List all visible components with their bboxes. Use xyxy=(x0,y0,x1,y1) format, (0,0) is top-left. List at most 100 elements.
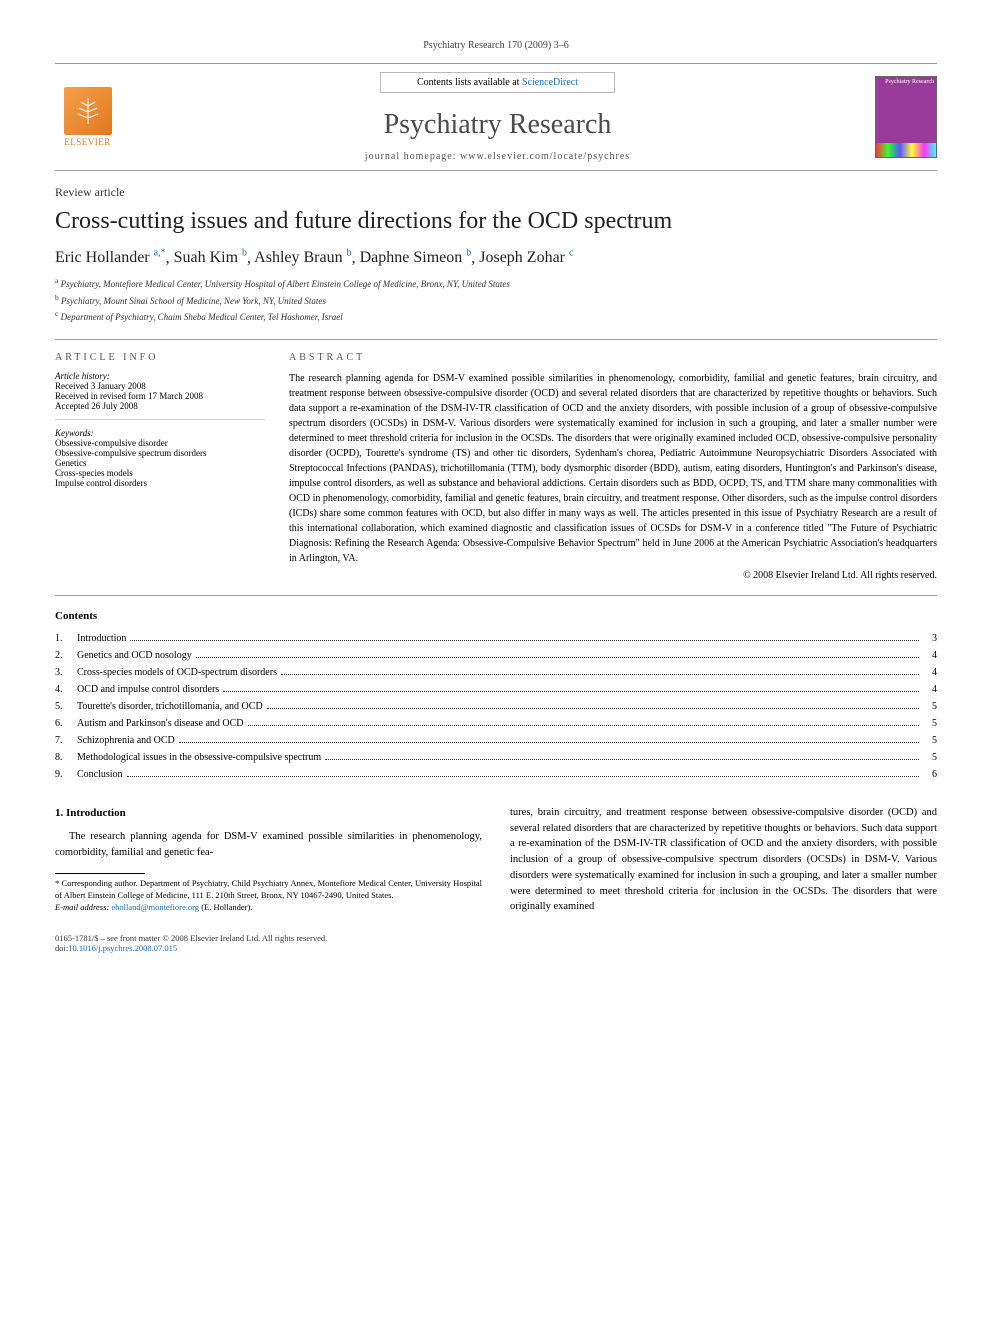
history-accepted: Accepted 26 July 2008 xyxy=(55,401,265,411)
intro-paragraph-left: The research planning agenda for DSM-V e… xyxy=(55,829,482,861)
author-list: Eric Hollander a,*, Suah Kim b, Ashley B… xyxy=(55,248,937,267)
toc-dots xyxy=(248,725,919,726)
left-column: 1. Introduction The research planning ag… xyxy=(55,805,482,915)
doi-link[interactable]: 10.1016/j.psychres.2008.07.015 xyxy=(68,943,177,953)
right-column: tures, brain circuitry, and treatment re… xyxy=(510,805,937,915)
toc-row[interactable]: 6. Autism and Parkinson's disease and OC… xyxy=(55,715,937,732)
toc-dots xyxy=(223,691,919,692)
toc-title: Introduction xyxy=(77,630,126,647)
affiliation: c Department of Psychiatry, Chaim Sheba … xyxy=(55,308,937,325)
section-1-heading: 1. Introduction xyxy=(55,805,482,822)
toc-number: 7. xyxy=(55,732,77,749)
affiliation: b Psychiatry, Mount Sinai School of Medi… xyxy=(55,292,937,309)
email-label: E-mail address: xyxy=(55,902,109,912)
keyword-item: Cross-species models xyxy=(55,468,265,478)
author-sup: b xyxy=(242,248,247,259)
toc-title: OCD and impulse control disorders xyxy=(77,681,219,698)
journal-title: Psychiatry Research xyxy=(120,109,875,141)
author: Suah Kim b xyxy=(174,249,247,266)
article-info-column: ARTICLE INFO Article history: Received 3… xyxy=(55,352,265,581)
running-head: Psychiatry Research 170 (2009) 3–6 xyxy=(55,40,937,51)
toc-row[interactable]: 5. Tourette's disorder, trichotillomania… xyxy=(55,698,937,715)
toc-row[interactable]: 9. Conclusion 6 xyxy=(55,766,937,783)
abstract-text: The research planning agenda for DSM-V e… xyxy=(289,371,937,566)
table-of-contents: 1. Introduction 3 2. Genetics and OCD no… xyxy=(55,630,937,783)
toc-title: Tourette's disorder, trichotillomania, a… xyxy=(77,698,263,715)
history-block: Article history: Received 3 January 2008… xyxy=(55,371,265,420)
toc-title: Conclusion xyxy=(77,766,123,783)
page-container: Psychiatry Research 170 (2009) 3–6 ELSEV… xyxy=(0,0,992,983)
toc-number: 5. xyxy=(55,698,77,715)
keywords-block: Keywords: Obsessive-compulsive disorderO… xyxy=(55,428,265,496)
elsevier-tree-icon xyxy=(64,87,112,135)
body-columns: 1. Introduction The research planning ag… xyxy=(55,805,937,915)
journal-homepage: journal homepage: www.elsevier.com/locat… xyxy=(120,151,875,162)
toc-title: Methodological issues in the obsessive-c… xyxy=(77,749,321,766)
keyword-item: Obsessive-compulsive disorder xyxy=(55,438,265,448)
article-title: Cross-cutting issues and future directio… xyxy=(55,206,937,236)
toc-row[interactable]: 2. Genetics and OCD nosology 4 xyxy=(55,647,937,664)
toc-row[interactable]: 1. Introduction 3 xyxy=(55,630,937,647)
history-received: Received 3 January 2008 xyxy=(55,381,265,391)
journal-cover-thumbnail[interactable]: Psychiatry Research xyxy=(875,76,937,158)
toc-dots xyxy=(196,657,919,658)
contents-heading: Contents xyxy=(55,610,937,622)
abstract-copyright: © 2008 Elsevier Ireland Ltd. All rights … xyxy=(289,570,937,581)
toc-page: 4 xyxy=(923,681,937,698)
doi-label: doi: xyxy=(55,943,68,953)
toc-dots xyxy=(281,674,919,675)
cover-decoration-icon xyxy=(876,143,936,157)
affiliation: a Psychiatry, Montefiore Medical Center,… xyxy=(55,275,937,292)
toc-page: 5 xyxy=(923,715,937,732)
toc-row[interactable]: 4. OCD and impulse control disorders 4 xyxy=(55,681,937,698)
toc-page: 4 xyxy=(923,647,937,664)
toc-page: 5 xyxy=(923,732,937,749)
keyword-item: Genetics xyxy=(55,458,265,468)
history-label: Article history: xyxy=(55,371,265,381)
affiliations: a Psychiatry, Montefiore Medical Center,… xyxy=(55,275,937,325)
toc-number: 8. xyxy=(55,749,77,766)
toc-row[interactable]: 3. Cross-species models of OCD-spectrum … xyxy=(55,664,937,681)
homepage-prefix: journal homepage: xyxy=(365,151,460,162)
toc-dots xyxy=(267,708,919,709)
info-abstract-row: ARTICLE INFO Article history: Received 3… xyxy=(55,339,937,596)
toc-page: 5 xyxy=(923,698,937,715)
toc-number: 4. xyxy=(55,681,77,698)
contents-prefix: Contents lists available at xyxy=(417,77,522,88)
toc-page: 4 xyxy=(923,664,937,681)
toc-title: Autism and Parkinson's disease and OCD xyxy=(77,715,244,732)
toc-number: 9. xyxy=(55,766,77,783)
elsevier-logo[interactable]: ELSEVIER xyxy=(55,87,120,147)
journal-banner: ELSEVIER Contents lists available at Sci… xyxy=(55,63,937,171)
footnote-corr: * Corresponding author. Department of Ps… xyxy=(55,878,482,902)
sciencedirect-link[interactable]: ScienceDirect xyxy=(522,77,578,88)
toc-number: 3. xyxy=(55,664,77,681)
article-info-heading: ARTICLE INFO xyxy=(55,352,265,363)
toc-dots xyxy=(130,640,919,641)
intro-paragraph-right: tures, brain circuitry, and treatment re… xyxy=(510,805,937,915)
email-suffix: (E. Hollander). xyxy=(199,902,252,912)
toc-title: Genetics and OCD nosology xyxy=(77,647,192,664)
toc-title: Cross-species models of OCD-spectrum dis… xyxy=(77,664,277,681)
contents-available-box: Contents lists available at ScienceDirec… xyxy=(380,72,615,93)
contents-section: Contents 1. Introduction 3 2. Genetics a… xyxy=(55,610,937,783)
toc-number: 2. xyxy=(55,647,77,664)
toc-row[interactable]: 7. Schizophrenia and OCD 5 xyxy=(55,732,937,749)
homepage-url[interactable]: www.elsevier.com/locate/psychres xyxy=(460,151,630,162)
keywords-list: Obsessive-compulsive disorderObsessive-c… xyxy=(55,438,265,488)
author-sup: b xyxy=(466,248,471,259)
page-footer: 0165-1781/$ – see front matter © 2008 El… xyxy=(55,933,937,953)
author: Ashley Braun b xyxy=(254,249,351,266)
toc-row[interactable]: 8. Methodological issues in the obsessiv… xyxy=(55,749,937,766)
author: Eric Hollander a,* xyxy=(55,249,166,266)
footer-issn: 0165-1781/$ – see front matter © 2008 El… xyxy=(55,933,937,943)
toc-page: 3 xyxy=(923,630,937,647)
history-revised: Received in revised form 17 March 2008 xyxy=(55,391,265,401)
toc-page: 5 xyxy=(923,749,937,766)
keywords-label: Keywords: xyxy=(55,428,265,438)
author-email-link[interactable]: eholland@montefiore.org xyxy=(111,902,199,912)
toc-number: 1. xyxy=(55,630,77,647)
author-sup: b xyxy=(347,248,352,259)
corresponding-author-footnote: * Corresponding author. Department of Ps… xyxy=(55,878,482,914)
toc-dots xyxy=(179,742,919,743)
